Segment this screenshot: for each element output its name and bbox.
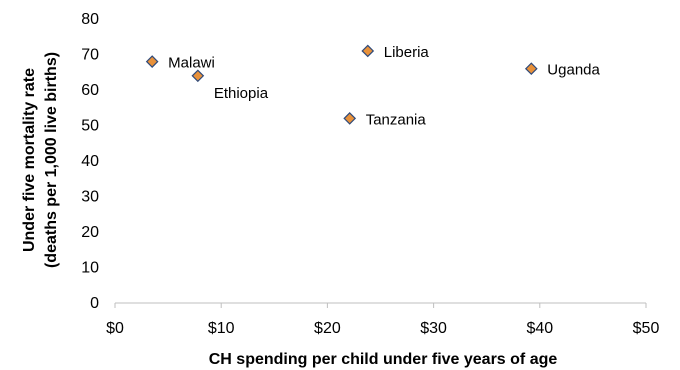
data-point-marker bbox=[145, 55, 159, 68]
y-axis-ticks: 0 10 20 30 40 50 60 70 80 bbox=[81, 11, 99, 312]
y-tick-label: 80 bbox=[81, 11, 99, 28]
data-point-label: Tanzania bbox=[366, 111, 427, 128]
x-tick-label: $0 bbox=[106, 320, 124, 337]
x-tick-label: $40 bbox=[526, 320, 553, 337]
x-tick-label: $50 bbox=[633, 320, 660, 337]
x-axis-title: CH spending per child under five years o… bbox=[209, 351, 558, 368]
data-point-label: Ethiopia bbox=[214, 85, 269, 102]
data-points: Malawi Ethiopia Liberia Tanzania Uganda bbox=[145, 44, 601, 128]
y-tick-label: 20 bbox=[81, 224, 99, 241]
data-point-label: Malawi bbox=[168, 55, 215, 72]
x-tick-label: $10 bbox=[208, 320, 235, 337]
data-point-label: Liberia bbox=[384, 44, 430, 61]
y-tick-label: 70 bbox=[81, 47, 99, 64]
y-tick-label: 30 bbox=[81, 189, 99, 206]
data-point-marker bbox=[524, 62, 538, 76]
y-tick-label: 10 bbox=[81, 260, 99, 277]
data-point-label: Uganda bbox=[547, 62, 600, 79]
y-axis-title-line2: (deaths per 1,000 live births) bbox=[43, 52, 60, 268]
y-tick-label: 40 bbox=[81, 153, 99, 170]
data-point-marker bbox=[361, 44, 375, 58]
data-point-marker bbox=[343, 112, 357, 125]
y-axis-title-line1: Under five mortality rate bbox=[21, 68, 38, 252]
x-axis-ticks: $0 $10 $20 $30 $40 $50 bbox=[106, 303, 659, 337]
y-tick-label: 60 bbox=[81, 82, 99, 99]
data-point-marker bbox=[191, 69, 205, 83]
x-tick-label: $30 bbox=[420, 320, 447, 337]
y-tick-label: 50 bbox=[81, 118, 99, 135]
y-tick-label: 0 bbox=[90, 295, 99, 312]
x-tick-label: $20 bbox=[314, 320, 341, 337]
